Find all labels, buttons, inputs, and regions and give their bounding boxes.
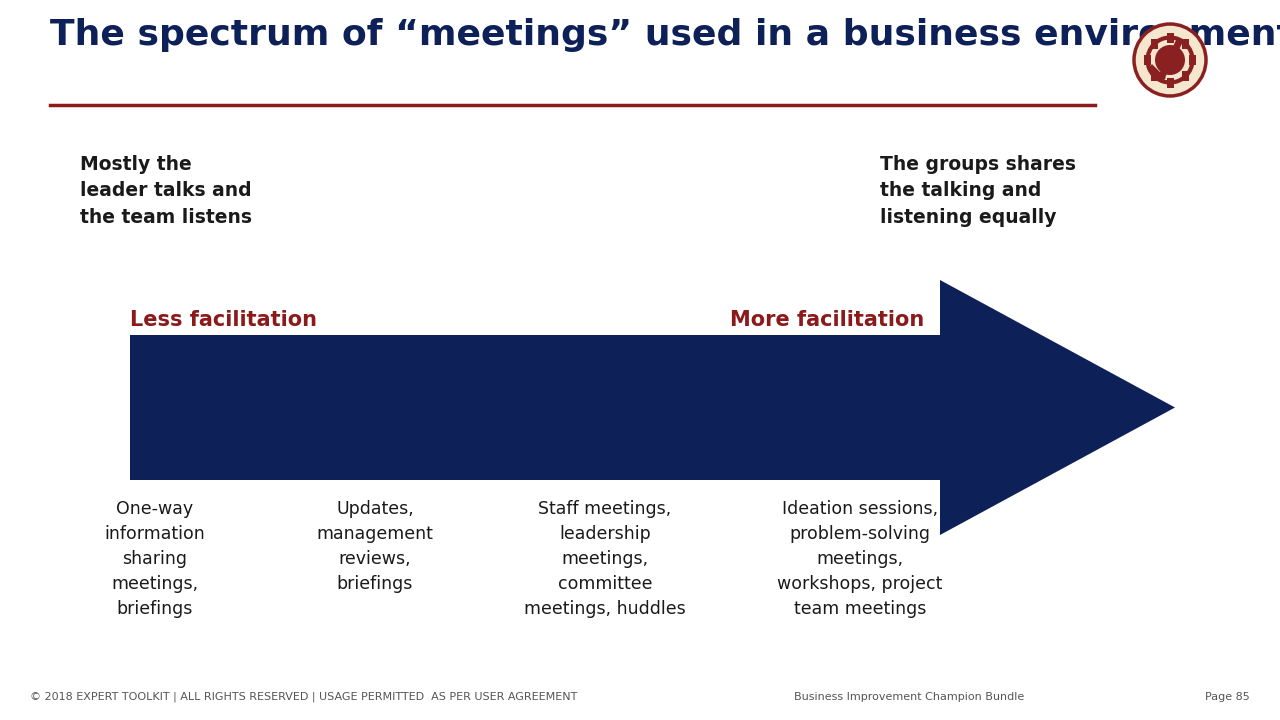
Text: Less facilitation: Less facilitation	[131, 310, 317, 330]
FancyBboxPatch shape	[1166, 78, 1174, 88]
FancyBboxPatch shape	[1183, 39, 1189, 49]
Text: © 2018 EXPERT TOOLKIT | ALL RIGHTS RESERVED | USAGE PERMITTED  AS PER USER AGREE: © 2018 EXPERT TOOLKIT | ALL RIGHTS RESER…	[29, 691, 577, 702]
Text: One-way
information
sharing
meetings,
briefings: One-way information sharing meetings, br…	[105, 500, 205, 618]
Text: The spectrum of “meetings” used in a business environment: The spectrum of “meetings” used in a bus…	[50, 18, 1280, 52]
Text: Mostly the
leader talks and
the team listens: Mostly the leader talks and the team lis…	[79, 155, 252, 227]
FancyBboxPatch shape	[1151, 39, 1157, 49]
Text: More facilitation: More facilitation	[730, 310, 924, 330]
Text: The groups shares
the talking and
listening equally: The groups shares the talking and listen…	[881, 155, 1076, 227]
Text: Updates,
management
reviews,
briefings: Updates, management reviews, briefings	[316, 500, 434, 593]
Text: Staff meetings,
leadership
meetings,
committee
meetings, huddles: Staff meetings, leadership meetings, com…	[524, 500, 686, 618]
FancyBboxPatch shape	[1183, 71, 1189, 81]
FancyBboxPatch shape	[1166, 32, 1174, 42]
Circle shape	[1155, 45, 1185, 75]
Text: Ideation sessions,
problem-solving
meetings,
workshops, project
team meetings: Ideation sessions, problem-solving meeti…	[777, 500, 942, 618]
FancyBboxPatch shape	[1151, 71, 1157, 81]
Polygon shape	[131, 280, 1175, 535]
Text: Business Improvement Champion Bundle: Business Improvement Champion Bundle	[794, 692, 1024, 702]
Circle shape	[1134, 24, 1206, 96]
Text: Page 85: Page 85	[1206, 692, 1251, 702]
FancyBboxPatch shape	[1144, 55, 1151, 65]
FancyBboxPatch shape	[1189, 55, 1196, 65]
